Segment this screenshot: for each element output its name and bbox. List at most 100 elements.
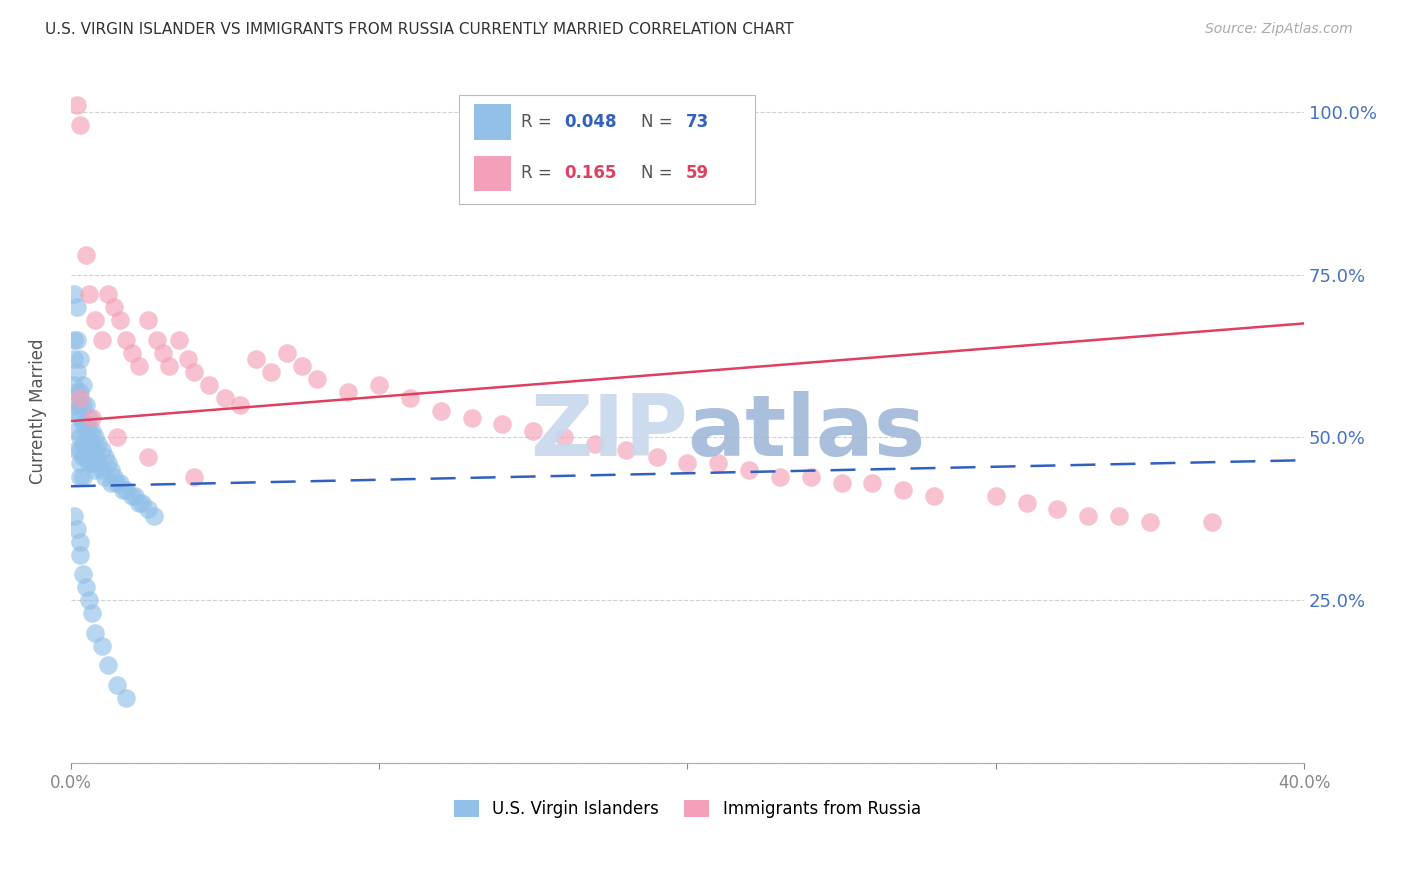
Point <box>90 333 112 347</box>
Text: R =: R = <box>520 164 557 182</box>
Y-axis label: Currently Married: Currently Married <box>30 339 46 484</box>
Text: 0.165: 0.165 <box>564 164 616 182</box>
Point <box>121 345 143 359</box>
Point <box>707 457 730 471</box>
Point <box>112 483 135 497</box>
Point <box>553 430 575 444</box>
Point <box>69 548 91 562</box>
Point <box>62 508 84 523</box>
Point <box>72 450 94 464</box>
Point <box>66 333 89 347</box>
Bar <box>474 156 510 191</box>
Point <box>69 457 91 471</box>
Point <box>307 372 329 386</box>
Point <box>75 248 97 262</box>
Point <box>1201 515 1223 529</box>
Point <box>676 457 699 471</box>
Point <box>128 359 150 373</box>
Point <box>214 392 236 406</box>
Point <box>229 398 252 412</box>
Legend: U.S. Virgin Islanders, Immigrants from Russia: U.S. Virgin Islanders, Immigrants from R… <box>447 794 928 825</box>
Point <box>82 410 104 425</box>
Point <box>69 469 91 483</box>
Text: N =: N = <box>641 164 678 182</box>
Point <box>1139 515 1161 529</box>
Text: atlas: atlas <box>688 391 925 474</box>
Point <box>738 463 761 477</box>
Point <box>115 333 138 347</box>
Point <box>72 417 94 432</box>
Bar <box>474 104 510 140</box>
Point <box>152 345 174 359</box>
Point <box>66 365 89 379</box>
Point <box>66 404 89 418</box>
Point <box>84 463 107 477</box>
Point <box>491 417 513 432</box>
Point <box>177 352 200 367</box>
Point <box>66 424 89 438</box>
Point <box>115 483 138 497</box>
Point <box>136 313 159 327</box>
Point <box>93 469 115 483</box>
Point <box>100 463 122 477</box>
Point <box>69 534 91 549</box>
Point <box>62 333 84 347</box>
Point <box>87 457 110 471</box>
Point <box>97 287 120 301</box>
Point <box>75 417 97 432</box>
Point <box>82 424 104 438</box>
Point <box>522 424 544 438</box>
Point <box>75 580 97 594</box>
Point <box>157 359 180 373</box>
Point <box>62 352 84 367</box>
Point <box>1077 508 1099 523</box>
Bar <box>460 95 755 204</box>
Point <box>69 430 91 444</box>
Point <box>183 469 205 483</box>
Point <box>69 443 91 458</box>
Point <box>146 333 169 347</box>
Point <box>100 476 122 491</box>
Point <box>105 430 128 444</box>
Point <box>66 522 89 536</box>
Point <box>124 489 146 503</box>
Point <box>800 469 823 483</box>
Point <box>1015 495 1038 509</box>
Point <box>62 398 84 412</box>
Text: 0.048: 0.048 <box>564 113 617 131</box>
Point <box>90 639 112 653</box>
Point <box>337 384 360 399</box>
Point <box>72 398 94 412</box>
Text: 59: 59 <box>686 164 709 182</box>
Point <box>84 313 107 327</box>
Point <box>105 678 128 692</box>
Point <box>82 457 104 471</box>
Point <box>77 287 100 301</box>
Point <box>75 398 97 412</box>
Point <box>90 443 112 458</box>
Point <box>72 437 94 451</box>
Point <box>82 607 104 621</box>
Point <box>167 333 190 347</box>
Point <box>66 443 89 458</box>
Point <box>276 345 298 359</box>
Point <box>77 410 100 425</box>
Point <box>142 508 165 523</box>
Point <box>831 476 853 491</box>
Point <box>90 463 112 477</box>
Point <box>66 300 89 314</box>
Point <box>72 469 94 483</box>
Point <box>77 593 100 607</box>
Point <box>97 658 120 673</box>
Point <box>183 365 205 379</box>
Point <box>922 489 945 503</box>
Point <box>614 443 637 458</box>
Point <box>84 443 107 458</box>
Point <box>66 98 89 112</box>
Text: Source: ZipAtlas.com: Source: ZipAtlas.com <box>1205 22 1353 37</box>
Point <box>891 483 914 497</box>
Point <box>103 300 125 314</box>
Point <box>198 378 221 392</box>
Point <box>77 424 100 438</box>
Point <box>108 313 131 327</box>
